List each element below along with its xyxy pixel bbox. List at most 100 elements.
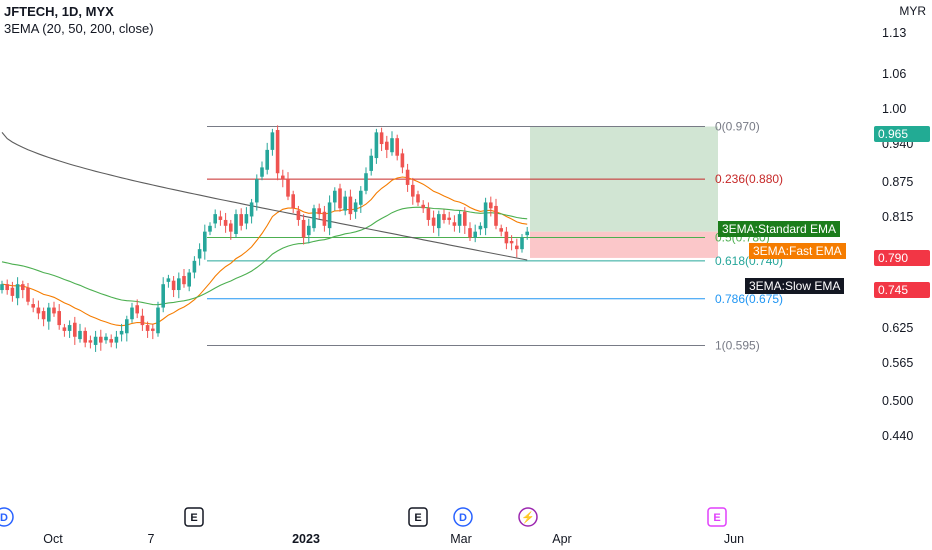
price-tick: 1.00 [882, 102, 906, 116]
candle-body [338, 188, 342, 209]
candle-body [260, 167, 264, 177]
symbol-title[interactable]: JFTECH, 1D, MYX [4, 4, 114, 19]
ema-fast-line [1, 176, 528, 327]
event-marker [707, 507, 727, 527]
time-tick: Oct [43, 532, 63, 546]
candle-body [31, 304, 35, 308]
candle-body [509, 240, 514, 244]
candle-body [99, 336, 103, 343]
ema-standard-tag: 3EMA:Standard EMA [718, 221, 841, 237]
candle-body [343, 196, 347, 211]
candle-body [67, 325, 72, 331]
candle-body [161, 284, 165, 308]
candle-body [151, 328, 155, 331]
candle-body [525, 231, 529, 236]
candle-body [239, 214, 243, 226]
candle-body [421, 204, 425, 209]
candle-body [307, 225, 311, 236]
candle-body [296, 210, 301, 220]
candle-body [426, 208, 431, 220]
candle-body [10, 287, 15, 296]
ema-slow-tag: 3EMA:Slow EMA [745, 278, 845, 294]
time-axis[interactable]: Oct 7 2023 Mar Apr Jun [43, 532, 744, 546]
time-tick: 7 [148, 532, 155, 546]
candle-body [145, 325, 150, 331]
candle-body [197, 249, 202, 259]
fib-label: 0.236(0.880) [715, 172, 783, 186]
price-tick: 0.625 [882, 321, 913, 335]
candle-body [171, 280, 176, 291]
candle-body [379, 132, 384, 145]
candle-body [478, 225, 483, 230]
candle-body [515, 245, 519, 250]
candle-body [119, 330, 124, 335]
candle-body [213, 214, 217, 224]
candle-body [286, 179, 290, 197]
candle-body [41, 311, 46, 320]
candle-body [21, 284, 25, 291]
candle-body [78, 330, 82, 340]
candle-body [192, 260, 197, 273]
candle-body [322, 211, 327, 226]
candle-body [348, 196, 353, 215]
candle-body [317, 208, 321, 215]
candle-body [301, 219, 306, 238]
candle-body [364, 173, 368, 191]
candle-body [114, 336, 119, 343]
candle-body [385, 141, 389, 150]
candle-body [400, 153, 405, 168]
candle-body [5, 284, 9, 291]
candle-body [62, 327, 67, 331]
candle-body [15, 284, 20, 299]
stop-zone [530, 231, 718, 258]
candle-body [359, 190, 363, 205]
ema-slow-line [1, 132, 528, 261]
candle-body [36, 307, 41, 314]
price-axis[interactable]: 1.131.061.000.9400.8750.8150.7500.6900.6… [882, 26, 913, 443]
time-tick: 2023 [292, 532, 320, 546]
candle-body [234, 214, 238, 234]
indicator-legend[interactable]: 3EMA (20, 50, 200, close) [4, 21, 154, 36]
candle-body [0, 284, 4, 291]
fib-label: 0(0.970) [715, 120, 760, 134]
currency-unit: MYR [899, 4, 926, 18]
candle-body [125, 319, 129, 334]
candle-body [229, 223, 233, 232]
price-tick: 1.13 [882, 26, 906, 40]
candle-body [140, 315, 145, 326]
event-label: ⚡ [521, 511, 535, 524]
candle-body [494, 205, 498, 226]
candle-body [218, 216, 223, 220]
candle-body [104, 336, 108, 341]
fib-label: 0.786(0.675) [715, 292, 783, 306]
candle-body [489, 202, 493, 209]
last-price-tag-mid: 0.790 [874, 250, 930, 266]
candle-body [208, 225, 212, 232]
candle-body [156, 307, 160, 334]
candle-body [47, 307, 51, 322]
price-tick: 0.875 [882, 175, 913, 189]
candle-body [109, 339, 113, 343]
candle-body [520, 237, 524, 250]
position-zones [530, 126, 718, 258]
ema-fast-tag: 3EMA:Fast EMA [749, 243, 846, 259]
price-tick: 0.500 [882, 394, 913, 408]
candle-body [26, 287, 30, 302]
candle-body [93, 336, 98, 345]
event-marker [184, 507, 204, 527]
candlesticks [0, 125, 529, 352]
candle-body [333, 190, 337, 203]
candle-body [504, 231, 509, 244]
event-marker [453, 507, 473, 527]
candle-body [374, 132, 379, 159]
price-tick: 0.440 [882, 429, 913, 443]
event-markers[interactable]: D E E D ⚡ E [0, 507, 727, 527]
candle-body [437, 214, 441, 229]
candle-body [130, 307, 134, 320]
candle-body [83, 330, 87, 343]
candle-body [411, 184, 415, 197]
candle-body [442, 214, 446, 220]
candle-body [57, 311, 61, 326]
price-tick: 0.565 [882, 356, 913, 370]
